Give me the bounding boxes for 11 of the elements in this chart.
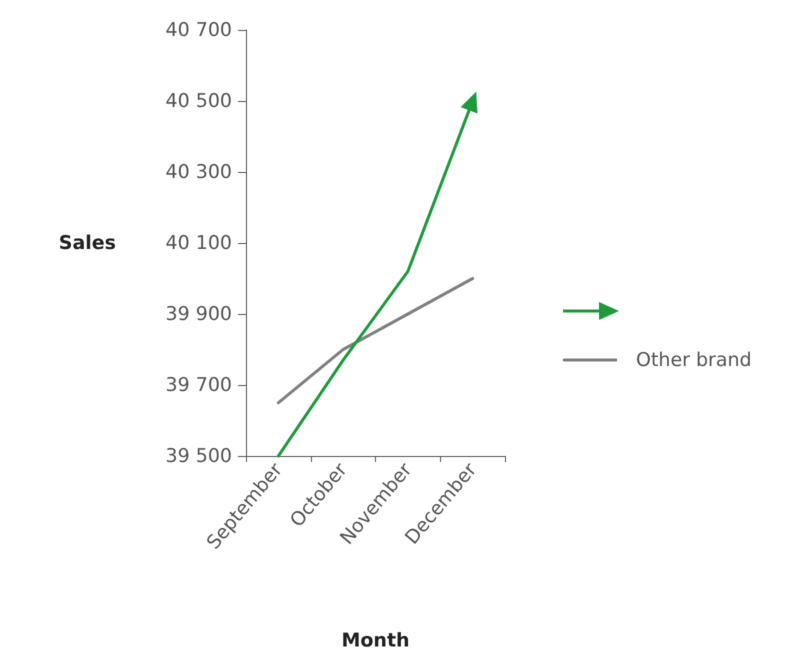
y-tick-label: 39 500 xyxy=(166,445,232,467)
legend-label: Other brand xyxy=(636,349,752,371)
y-tick-label: 39 700 xyxy=(166,374,232,396)
y-tick-label: 40 300 xyxy=(166,161,232,183)
y-tick-label: 39 900 xyxy=(166,303,232,325)
y-axis-title: Sales xyxy=(58,232,116,254)
y-tick-label: 40 700 xyxy=(166,19,232,41)
y-tick-label: 40 100 xyxy=(166,232,232,254)
y-tick-label: 40 500 xyxy=(166,90,232,112)
line-series xyxy=(276,277,474,404)
x-axis-title: Month xyxy=(341,630,410,652)
